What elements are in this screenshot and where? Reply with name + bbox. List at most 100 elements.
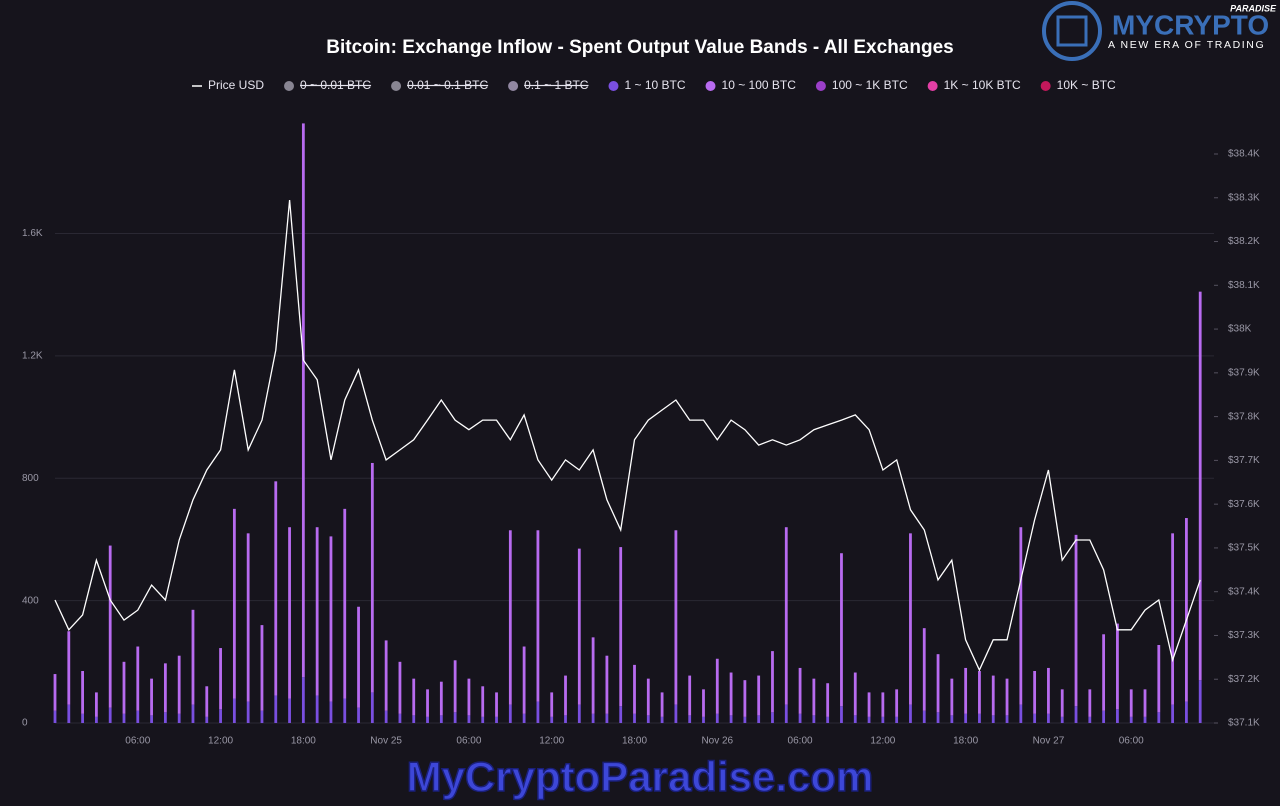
bar: [508, 704, 512, 723]
x-tick-label: 06:00: [125, 736, 150, 747]
bar: [301, 677, 305, 723]
bar: [881, 716, 885, 723]
bar: [191, 704, 195, 723]
bar: [702, 689, 705, 717]
y2-tick-label: $37.6K: [1228, 499, 1260, 510]
bar: [53, 710, 57, 723]
bar: [536, 530, 540, 702]
y-tick-label: 0: [22, 718, 28, 729]
bar: [964, 667, 968, 714]
y2-tick-label: $38K: [1228, 324, 1252, 335]
bar: [232, 698, 236, 723]
x-tick-label: 18:00: [622, 736, 647, 747]
bar: [398, 713, 402, 723]
y-tick-label: 800: [22, 473, 39, 484]
legend-item[interactable]: 100 ~ 1K BTC: [815, 78, 908, 92]
bar: [412, 678, 416, 716]
bar: [1116, 709, 1119, 723]
y-tick-label: 1.2K: [22, 351, 43, 362]
x-tick-label: 18:00: [291, 736, 316, 747]
bar: [729, 715, 733, 723]
legend-item[interactable]: 0 ~ 0.01 BTC: [284, 78, 371, 92]
legend-item[interactable]: 0.1 ~ 1 BTC: [508, 78, 589, 92]
bar: [978, 713, 981, 723]
bar: [1033, 670, 1037, 714]
bar: [315, 695, 319, 723]
bar: [950, 678, 954, 716]
bar: [260, 710, 264, 723]
bar: [743, 680, 747, 717]
legend-item[interactable]: 10 ~ 100 BTC: [705, 78, 797, 92]
bar: [702, 716, 705, 723]
bar: [522, 713, 526, 723]
x-tick-label: 06:00: [456, 736, 481, 747]
legend-label: 10K ~ BTC: [1057, 78, 1116, 92]
bar: [370, 692, 374, 723]
bar: [826, 716, 830, 723]
bar: [1074, 706, 1078, 723]
bar: [1060, 716, 1064, 723]
bar: [771, 712, 774, 723]
bar: [1116, 623, 1119, 710]
bar: [357, 606, 360, 708]
bar: [108, 707, 112, 723]
bar: [564, 715, 567, 723]
legend-item[interactable]: 1K ~ 10K BTC: [927, 78, 1021, 92]
bar: [619, 706, 623, 723]
bar: [922, 628, 926, 711]
legend-label: 0 ~ 0.01 BTC: [300, 78, 371, 92]
y2-tick-label: $37.5K: [1228, 543, 1260, 554]
bar: [605, 713, 609, 723]
y-tick-label: 400: [22, 595, 39, 606]
bar: [688, 715, 692, 723]
bar: [329, 536, 333, 702]
bar: [246, 701, 250, 723]
bar: [1047, 713, 1050, 723]
legend-marker: [815, 81, 826, 91]
bar: [1047, 667, 1050, 714]
bar: [53, 674, 57, 711]
legend-item[interactable]: 10K ~ BTC: [1040, 78, 1116, 92]
bar: [205, 716, 209, 723]
bar: [329, 701, 333, 723]
bar: [94, 716, 98, 723]
bar: [481, 686, 485, 717]
bar: [978, 670, 981, 714]
bar: [1143, 716, 1147, 723]
legend-item[interactable]: 1 ~ 10 BTC: [608, 78, 686, 92]
y2-tick-label: $37.2K: [1228, 674, 1260, 685]
bar: [757, 715, 761, 723]
bar: [357, 707, 360, 723]
bar: [826, 683, 830, 717]
y2-tick-label: $38.3K: [1228, 192, 1260, 203]
bar: [577, 548, 581, 705]
bar: [301, 123, 305, 678]
bar: [274, 695, 278, 723]
bar: [812, 678, 816, 716]
bar: [426, 716, 429, 723]
legend-marker: [508, 81, 519, 91]
bar: [757, 675, 761, 716]
bar: [481, 716, 485, 723]
bar: [467, 715, 471, 723]
legend-item[interactable]: Price USD: [192, 78, 264, 92]
bar: [881, 692, 885, 717]
legend-label: 10 ~ 100 BTC: [722, 78, 797, 92]
bar: [343, 508, 347, 699]
legend-item[interactable]: 0.01 ~ 0.1 BTC: [391, 78, 488, 92]
bar: [177, 655, 181, 714]
x-tick-label: Nov 25: [370, 736, 402, 747]
logo-text: MYCRYPTO: [1112, 9, 1269, 40]
bar: [495, 716, 498, 723]
bar: [591, 637, 595, 714]
bar: [1185, 518, 1188, 702]
bar: [384, 710, 388, 723]
bar: [633, 713, 636, 723]
x-tick-label: 12:00: [870, 736, 895, 747]
x-tick-label: Nov 27: [1033, 736, 1065, 747]
bar: [1019, 704, 1023, 723]
bar: [163, 712, 167, 723]
bar: [136, 710, 140, 723]
bar: [108, 545, 112, 708]
